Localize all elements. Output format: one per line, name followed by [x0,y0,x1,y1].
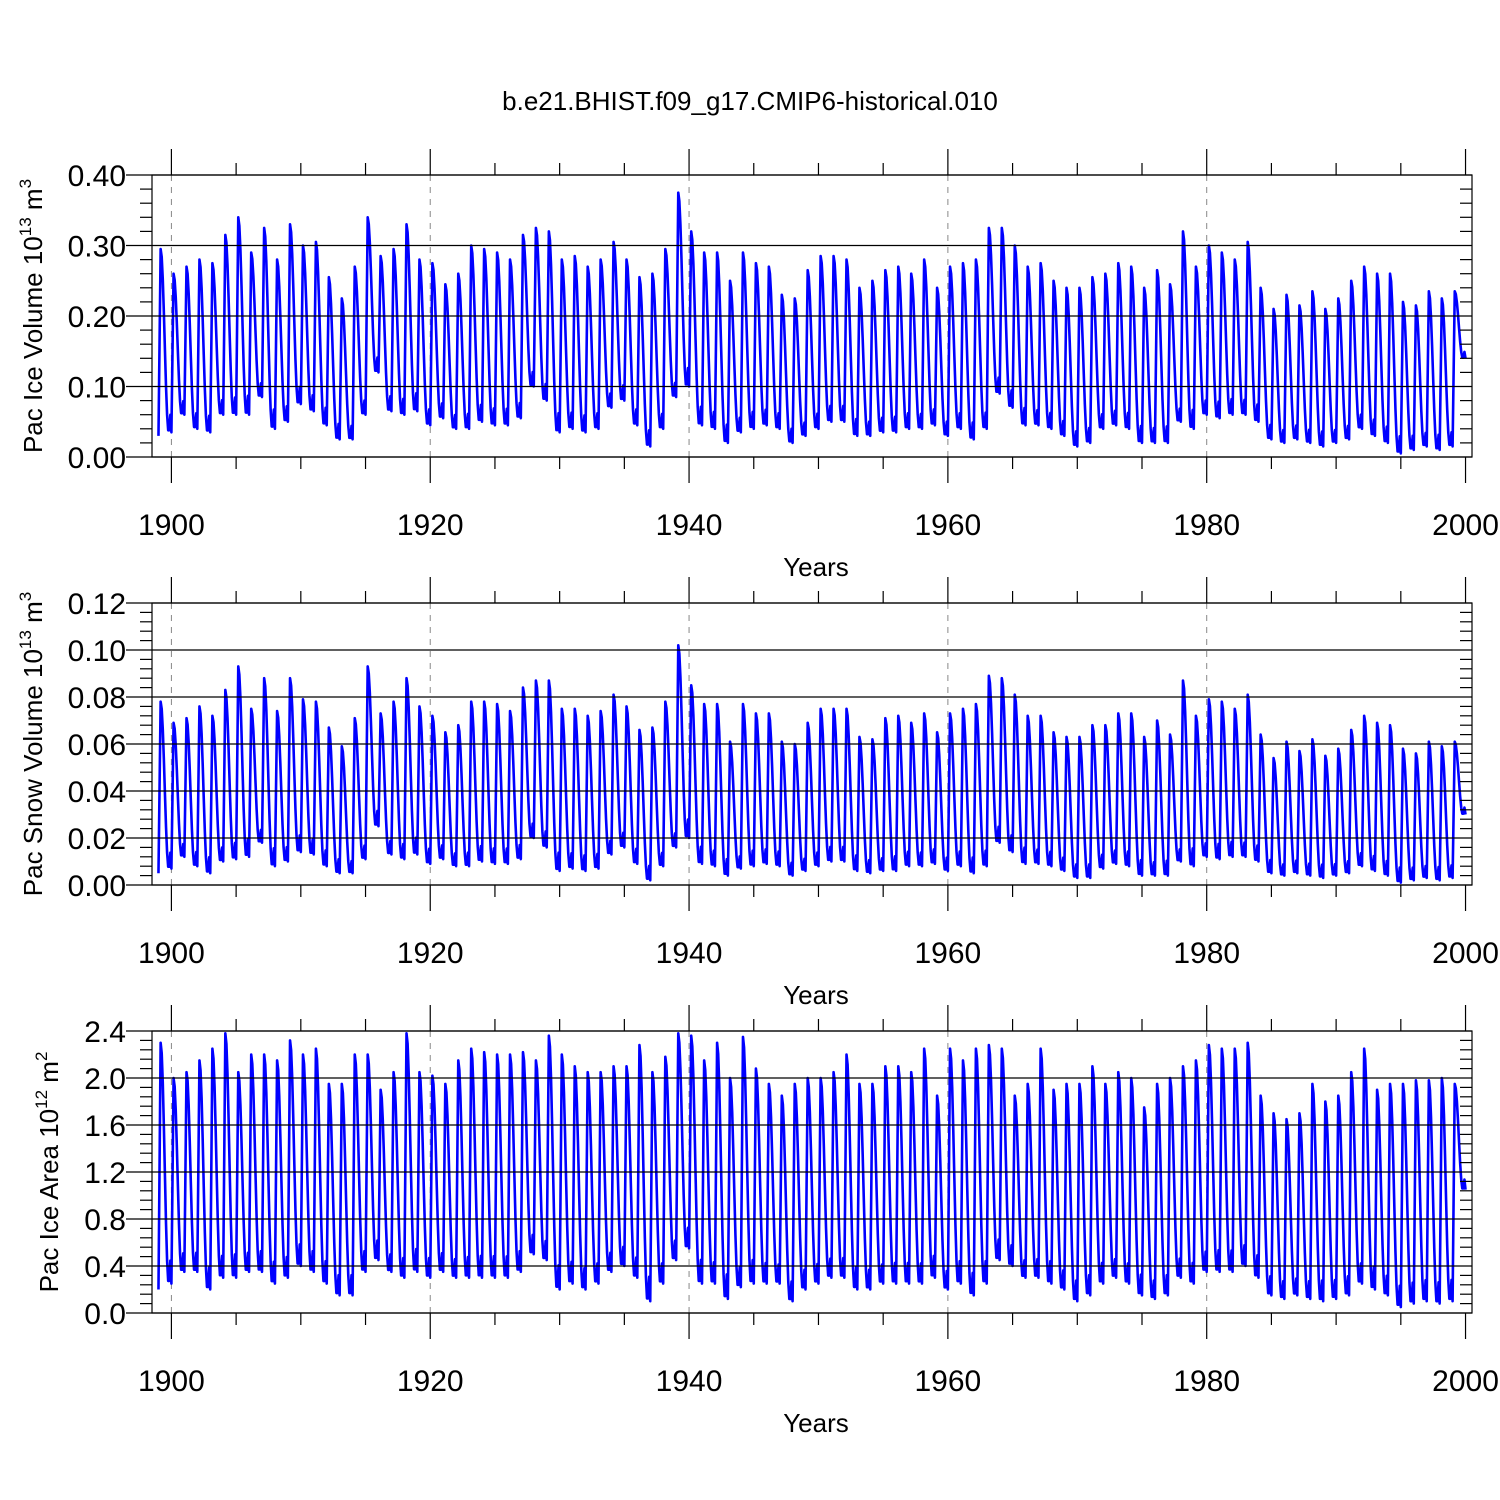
y-axis-title-ylabel-unit-exp: 2 [32,1052,51,1061]
y-axis-title-ylabel: Pac Ice Volume 10 [18,236,48,453]
y-tick-label: 0.12 [68,588,126,621]
y-axis-title-ylabel-exp: 13 [16,217,35,236]
x-tick-label: 1900 [138,937,205,970]
x-tick-label: 1980 [1173,937,1240,970]
y-tick-label: 0.20 [68,301,126,334]
y-axis-title-ylabel: Pac Ice Area 10 [34,1109,64,1293]
x-axis-title: Years [783,1408,849,1438]
y-tick-label: 0.10 [68,372,126,405]
y-axis-title-ylabel-unit-exp: 3 [16,179,35,188]
y-axis-title-ylabel-unit-exp: 3 [16,592,35,601]
panel-ice-volume: 0.00 0.10 0.20 0.30 0.40 1900 1920 1940 1960 1980… [16,149,1499,582]
x-tick-label: 1960 [915,509,982,542]
x-axis-title: Years [783,552,849,582]
y-tick-label: 0.30 [68,231,126,264]
x-tick-label: 1940 [656,1365,723,1398]
x-tick-label: 1900 [138,509,205,542]
x-tick-label: 1980 [1173,1365,1240,1398]
panel-ice-area: 0.0 0.4 0.8 1.2 1.6 2.0 2.4 1900 1920 1940 1960 198… [32,1005,1499,1438]
series-line-ice-volume [157,191,1467,455]
y-axis-title: Pac Ice Area 1012 m2 [32,1052,64,1293]
y-tick-label: 1.2 [84,1157,126,1190]
y-axis-title-ylabel: Pac Snow Volume 10 [18,649,48,896]
x-tick-label: 1980 [1173,509,1240,542]
y-tick-label: 0.0 [84,1298,126,1331]
x-tick-label: 1940 [656,937,723,970]
y-tick-label: 0.08 [68,682,126,715]
y-axis-title-ylabel-unit: m [18,188,48,217]
x-tick-label: 2000 [1432,937,1499,970]
y-axis-title-ylabel-exp: 13 [16,630,35,649]
series-line-snow-volume [157,644,1467,884]
y-axis-title-ylabel-unit: m [34,1061,64,1090]
y-tick-label: 0.10 [68,635,126,668]
x-tick-label: 1960 [915,1365,982,1398]
x-tick-label: 2000 [1432,1365,1499,1398]
y-tick-label: 0.8 [84,1204,126,1237]
x-tick-label: 1960 [915,937,982,970]
y-tick-label: 0.06 [68,729,126,762]
y-tick-label: 0.04 [68,776,126,809]
y-tick-label: 0.00 [68,442,126,475]
y-axis-title-ylabel-unit: m [18,601,48,630]
y-tick-label: 1.6 [84,1110,126,1143]
x-tick-label: 2000 [1432,509,1499,542]
y-tick-label: 0.02 [68,823,126,856]
figure-title: b.e21.BHIST.f09_g17.CMIP6-historical.010 [502,86,998,116]
x-tick-label: 1900 [138,1365,205,1398]
x-tick-label: 1920 [397,509,464,542]
y-axis-title: Pac Ice Volume 1013 m3 [16,179,48,453]
series-line-ice-area [157,1032,1467,1309]
y-axis-title-ylabel-exp: 12 [32,1090,51,1109]
y-tick-label: 0.4 [84,1251,126,1284]
y-tick-label: 0.00 [68,870,126,903]
x-tick-label: 1920 [397,1365,464,1398]
x-tick-label: 1920 [397,937,464,970]
y-tick-label: 0.40 [68,160,126,193]
y-tick-label: 2.4 [84,1016,126,1049]
panel-snow-volume: 0.00 0.02 0.04 0.06 0.08 0.10 0.12 1900 1920 1940… [16,577,1499,1010]
x-axis-title: Years [783,980,849,1010]
y-tick-label: 2.0 [84,1063,126,1096]
x-tick-label: 1940 [656,509,723,542]
y-axis-title: Pac Snow Volume 1013 m3 [16,592,48,896]
